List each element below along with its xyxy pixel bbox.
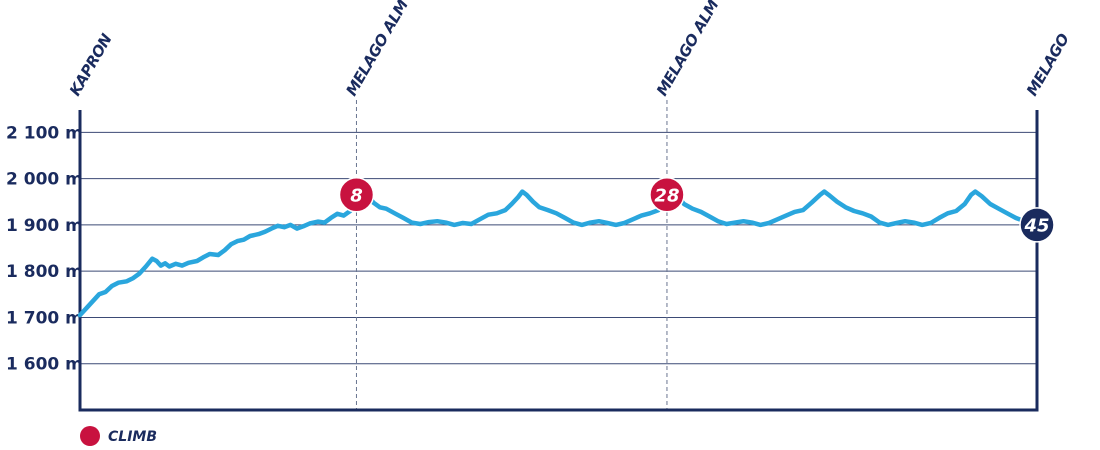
marker-label: 8 — [350, 185, 363, 206]
y-axis-labels: 1 600 m 1 700 m 1 800 m 1 900 m 2 000 m 2 100… — [6, 123, 83, 374]
marker-label: 28 — [654, 185, 679, 206]
marker-circle — [649, 177, 685, 213]
legend-climb-swatch — [80, 426, 100, 446]
legend: CLIMB — [80, 426, 157, 446]
axes — [78, 110, 1039, 412]
y-tick-label: 1 800 m — [6, 262, 83, 282]
y-tick-label: 1 600 m — [6, 355, 83, 375]
place-label: MELAGO — [1023, 30, 1073, 99]
place-guide-lines — [355, 100, 668, 410]
marker-label: 45 — [1023, 215, 1049, 236]
marker-circle — [338, 177, 375, 213]
elevation-series — [77, 189, 1040, 318]
legend-label: CLIMB — [108, 429, 157, 445]
climb-markers: 8 28 45 — [338, 177, 1055, 243]
y-tick-label: 2 000 m — [6, 170, 83, 190]
y-tick-label: 1 900 m — [6, 216, 83, 236]
marker-circle — [1019, 207, 1055, 243]
place-label: KAPRON — [66, 30, 116, 99]
y-tick-label: 2 100 m — [6, 123, 83, 143]
place-label: MELAGO ALM — [653, 0, 723, 99]
place-labels: KAPRON MELAGO ALM MELAGO ALM MELAGO — [66, 0, 1073, 99]
gridlines — [80, 131, 1037, 365]
place-label: MELAGO ALM — [342, 0, 412, 99]
climb-marker: 8 — [338, 177, 375, 213]
elevation-line — [77, 189, 1040, 318]
finish-marker: 45 — [1019, 207, 1055, 243]
y-tick-label: 1 700 m — [6, 308, 83, 328]
climb-marker: 28 — [649, 177, 685, 213]
